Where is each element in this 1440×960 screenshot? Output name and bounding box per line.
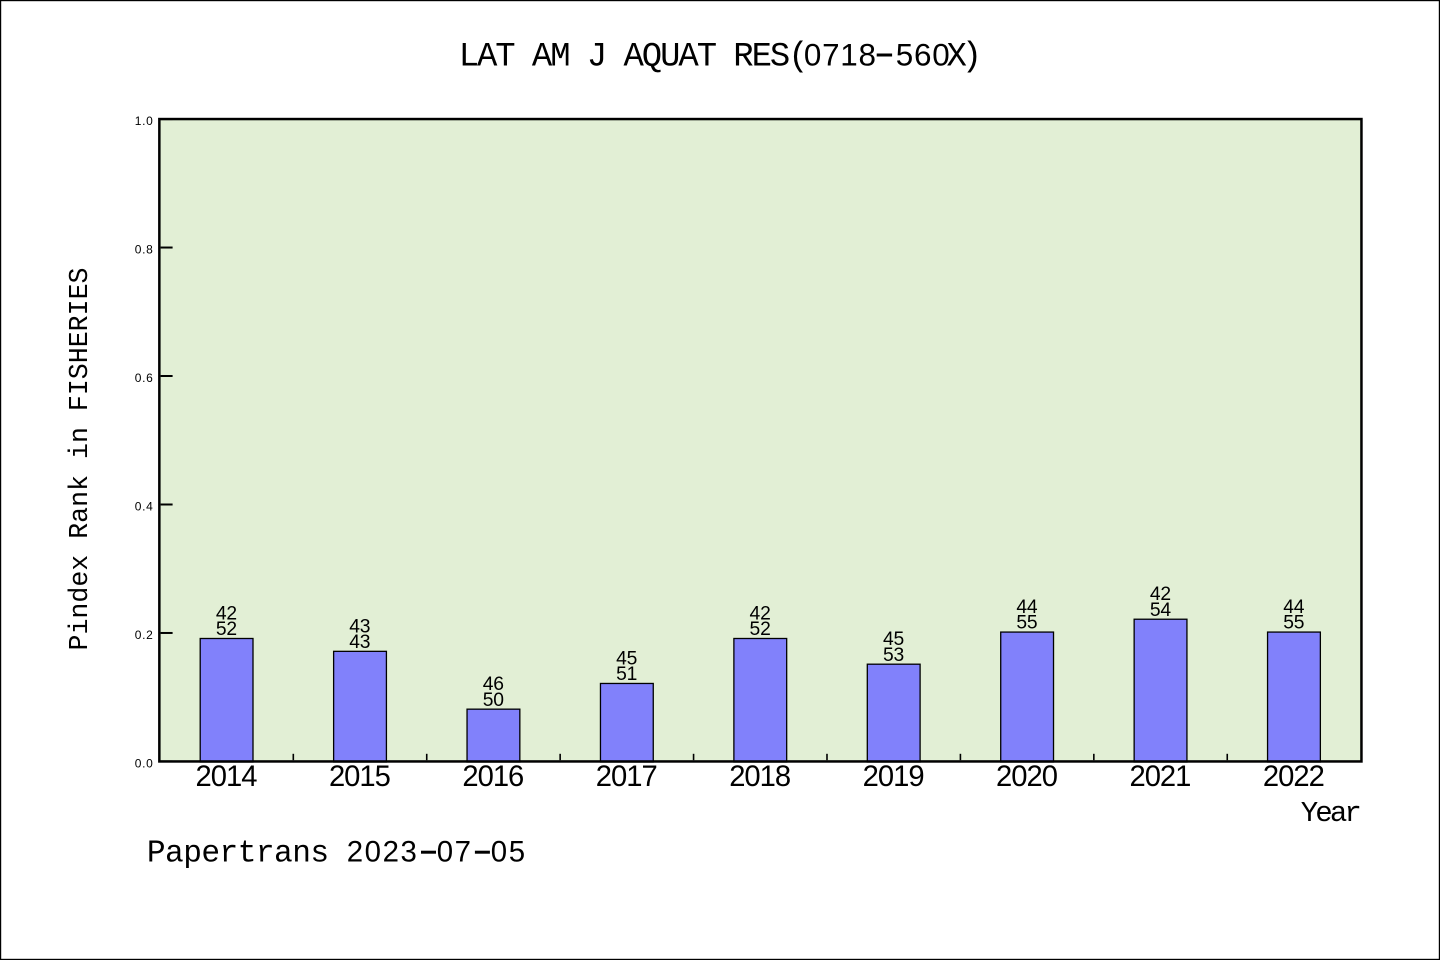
- svg-text:2014: 2014: [196, 761, 258, 793]
- svg-text:45: 45: [616, 648, 637, 669]
- svg-text:44: 44: [1016, 597, 1038, 618]
- svg-text:55: 55: [1016, 613, 1037, 634]
- svg-text:0718: 0718: [804, 38, 877, 73]
- svg-text:44: 44: [1283, 597, 1305, 618]
- svg-text:52: 52: [750, 619, 771, 640]
- svg-text:1.0: 1.0: [135, 114, 154, 128]
- svg-text:54: 54: [1150, 600, 1172, 621]
- svg-text:Year: Year: [1301, 797, 1360, 830]
- svg-text:2020: 2020: [996, 761, 1058, 793]
- svg-text:): ): [962, 39, 982, 77]
- svg-text:0.2: 0.2: [135, 628, 154, 642]
- svg-text:2018: 2018: [729, 761, 790, 793]
- svg-text:45: 45: [883, 629, 904, 650]
- svg-text:51: 51: [616, 664, 637, 685]
- svg-text:2016: 2016: [462, 761, 523, 793]
- svg-text:X: X: [947, 39, 967, 77]
- svg-text:Pindex Rank in FISHERIES: Pindex Rank in FISHERIES: [65, 267, 95, 650]
- svg-text:0.0: 0.0: [135, 756, 154, 770]
- svg-text:46: 46: [483, 674, 504, 695]
- svg-text:42: 42: [750, 603, 771, 624]
- svg-text:53: 53: [883, 645, 904, 666]
- svg-text:2017: 2017: [596, 761, 657, 793]
- svg-text:2015: 2015: [329, 761, 390, 793]
- svg-text:LAT AM J AQUAT RES(: LAT AM J AQUAT RES(: [459, 39, 807, 77]
- svg-text:43: 43: [349, 632, 370, 653]
- svg-text:Papertrans 2023-07-05: Papertrans 2023-07-05: [147, 835, 527, 871]
- svg-text:52: 52: [216, 619, 237, 640]
- svg-text:0.4: 0.4: [135, 499, 154, 513]
- svg-text:0.6: 0.6: [135, 371, 154, 385]
- svg-text:2019: 2019: [863, 761, 924, 793]
- svg-text:0.8: 0.8: [135, 243, 154, 257]
- svg-text:43: 43: [349, 616, 370, 637]
- svg-text:2022: 2022: [1263, 761, 1324, 793]
- svg-text:2021: 2021: [1129, 761, 1190, 793]
- svg-text:560: 560: [896, 38, 951, 73]
- svg-text:50: 50: [483, 690, 504, 711]
- svg-text:55: 55: [1283, 613, 1304, 634]
- svg-text:42: 42: [1150, 584, 1171, 605]
- svg-text:42: 42: [216, 603, 237, 624]
